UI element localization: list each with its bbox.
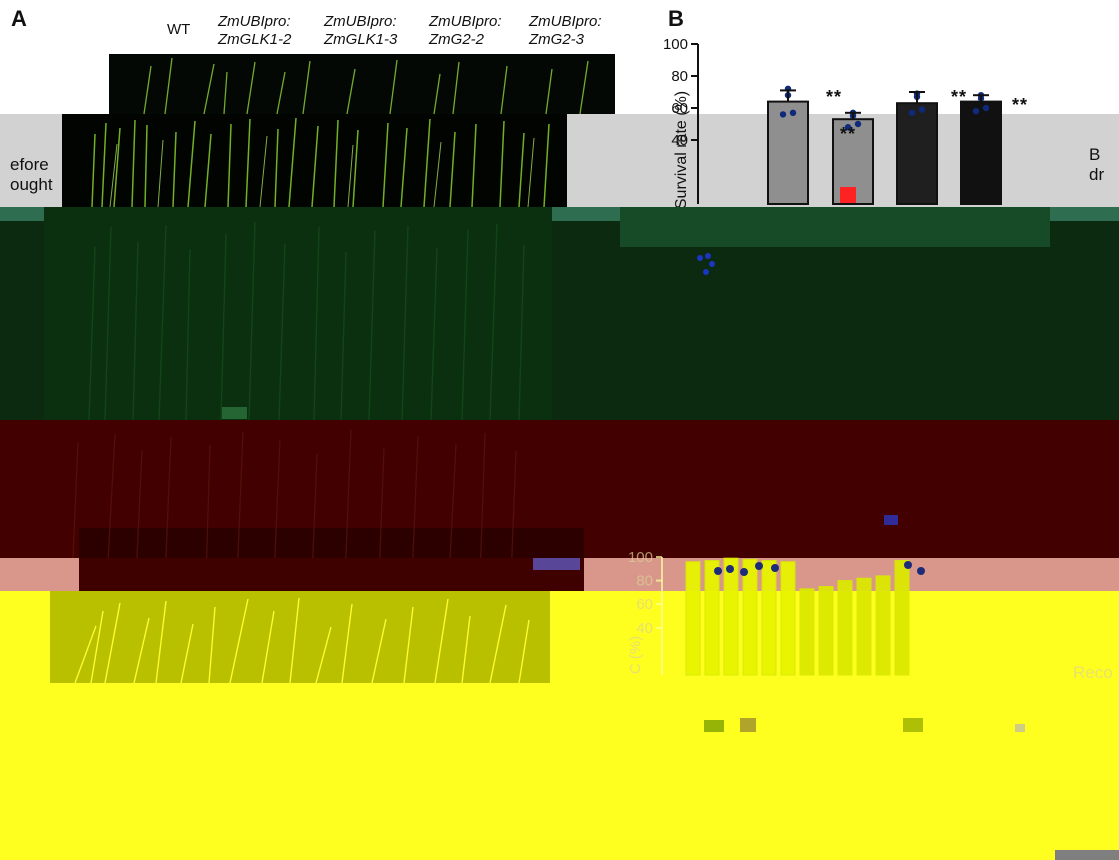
green-plant-overlay	[88, 221, 525, 420]
lower-chart-bar	[723, 557, 739, 676]
yellow-image-band	[50, 591, 550, 683]
survival-rate-point	[844, 124, 852, 131]
lower-chart-bar	[837, 580, 853, 676]
lower-chart-bar	[875, 575, 891, 676]
lower-chart-ghost: 100 80 60 40 C (%)	[627, 549, 925, 676]
plant-photo-top	[109, 54, 615, 114]
panel-b-label: B	[668, 6, 684, 31]
survival-rate-bar	[767, 100, 809, 205]
significance-c: **	[951, 87, 968, 107]
lower-chart-y-tick-label: 60	[636, 596, 653, 613]
noise-dot	[917, 567, 925, 575]
maroon-plant-overlay	[71, 429, 517, 579]
lower-chart-bar	[685, 561, 701, 676]
lower-chart-bars	[685, 557, 910, 676]
salmon-dark-strip	[79, 558, 584, 591]
survival-rate-point	[908, 109, 916, 117]
significance-b: **	[840, 124, 857, 144]
lower-chart-bar	[742, 558, 758, 676]
column-label-glk1-2: ZmUBIpro: ZmGLK1-2	[218, 13, 292, 48]
plant-photo-before-drought-art	[62, 114, 567, 207]
row-label-before-drought-left: efore ought	[10, 155, 53, 194]
panel-a-label: A	[11, 6, 27, 31]
lower-chart-bar	[799, 588, 815, 676]
survival-rate-point	[789, 109, 797, 117]
survival-rate-y-tick-label: 100	[663, 36, 688, 53]
lower-chart-y-tick-label: 80	[636, 573, 653, 590]
survival-rate-bar	[896, 102, 938, 205]
survival-rate-y-ticks: 100 80 60 40	[663, 36, 698, 149]
survival-rate-y-tick-label: 40	[671, 132, 688, 149]
lower-chart-bar	[704, 560, 720, 676]
noise-dot	[771, 564, 779, 572]
noise-dot	[726, 565, 734, 573]
column-label-glk1-3: ZmUBIpro: ZmGLK1-3	[324, 13, 398, 48]
column-label-g2-2: ZmUBIpro: ZmG2-2	[429, 13, 502, 48]
noise-dot	[755, 562, 763, 570]
lower-chart-bar	[780, 561, 796, 676]
survival-rate-bar	[960, 100, 1002, 205]
survival-rate-y-tick-label: 80	[671, 68, 688, 85]
plant-photo-before-drought	[62, 114, 567, 207]
yellow-plant-overlay	[74, 597, 530, 683]
noise-dot	[714, 567, 722, 575]
significance-d: **	[1012, 95, 1029, 115]
green-band-dark-rect	[44, 207, 552, 420]
green-points-chart	[697, 253, 715, 275]
noise-dot	[904, 561, 912, 569]
survival-rate-y-axis-title: Survival rate (%)	[673, 91, 690, 209]
lower-chart-bar	[856, 577, 872, 676]
green-chart-dot	[709, 261, 715, 267]
survival-rate-point	[918, 106, 926, 113]
plant-photo-top-art	[109, 54, 615, 114]
noise-dot	[740, 568, 748, 576]
row-label-recovery-right: Reco	[1073, 663, 1113, 682]
survival-rate-point	[854, 120, 862, 128]
lower-chart-bar	[761, 560, 777, 676]
green-chart-dot	[705, 253, 711, 259]
green-chart-dot	[697, 255, 703, 261]
survival-rate-errors	[780, 89, 989, 120]
survival-rate-point	[972, 108, 980, 115]
column-label-wt: WT	[167, 21, 191, 38]
lower-chart-y-ticks: 100 80 60 40	[628, 549, 662, 637]
survival-rate-y-tick-label: 60	[671, 100, 688, 117]
lower-chart-y-tick-label: 40	[636, 620, 653, 637]
lower-chart-bar	[894, 560, 910, 676]
lower-chart-y-tick-label: 100	[628, 549, 653, 566]
green-band-mid-rect	[620, 207, 1050, 247]
survival-rate-point	[779, 111, 787, 118]
survival-rate-point	[982, 104, 990, 112]
significance-a: **	[826, 87, 843, 107]
lower-chart-bar	[818, 586, 834, 676]
green-chart-dot	[703, 269, 709, 275]
survival-rate-chart: 100 80 60 40 Survival rate (%)	[663, 36, 1002, 209]
row-label-before-drought-right: B dr	[1089, 145, 1105, 184]
survival-rate-bars	[767, 100, 1002, 205]
column-label-g2-3: ZmUBIpro: ZmG2-3	[529, 13, 602, 48]
lower-chart-top-noise	[714, 561, 925, 576]
lower-chart-y-axis-title: C (%)	[627, 636, 644, 674]
